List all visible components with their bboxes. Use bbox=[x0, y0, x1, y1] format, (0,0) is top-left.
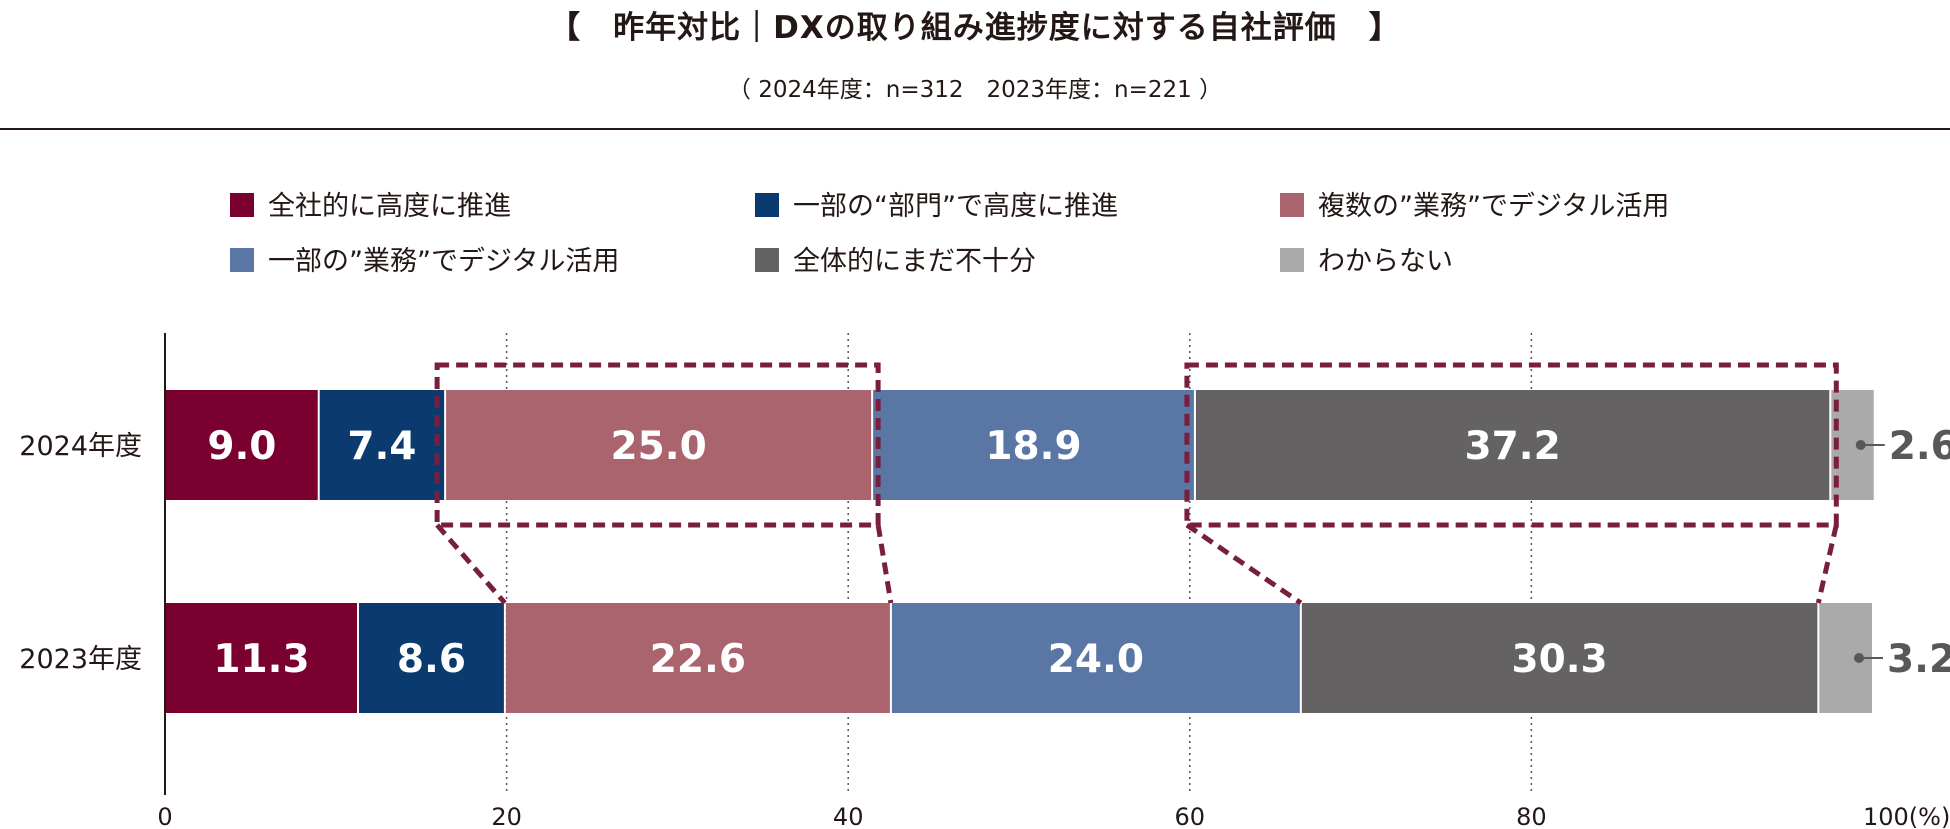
label-leader-dot bbox=[1855, 440, 1866, 450]
legend-swatch bbox=[230, 193, 254, 217]
legend-swatch bbox=[755, 248, 779, 272]
data-label: 2.6 bbox=[1889, 424, 1950, 469]
bar-segment bbox=[891, 603, 1300, 713]
bars: 9.0 7.4 25.0 18.9 37.2 2.6 2024年度 11.3 8.6 22.6 24… bbox=[19, 390, 1950, 713]
x-tick-label: 0 bbox=[157, 803, 172, 829]
legend-label: わからない bbox=[1318, 246, 1453, 277]
legend-label: 一部の”業務”でデジタル活用 bbox=[268, 246, 619, 277]
row-label: 2023年度 bbox=[19, 644, 142, 675]
highlight-frames bbox=[434, 362, 1839, 606]
x-tick-label: 60 bbox=[1175, 803, 1206, 829]
legend-swatch bbox=[755, 193, 779, 217]
legend-swatch bbox=[1280, 248, 1304, 272]
data-label: 37.2 bbox=[1464, 424, 1560, 469]
label-leader-dot bbox=[1854, 653, 1864, 663]
legend-swatch bbox=[1280, 193, 1304, 217]
x-tick-label: 20 bbox=[491, 803, 522, 829]
bar-segment bbox=[359, 603, 504, 713]
data-label: 3.2 bbox=[1887, 637, 1950, 682]
data-label: 8.6 bbox=[397, 637, 466, 682]
highlight-frame bbox=[1184, 362, 1839, 528]
highlight-frame bbox=[434, 362, 881, 528]
legend-label: 全社的に高度に推進 bbox=[268, 191, 511, 222]
highlight-connector bbox=[875, 524, 894, 604]
bar-segment bbox=[319, 390, 445, 500]
title-divider bbox=[0, 128, 1950, 130]
bar-segment bbox=[446, 390, 872, 500]
data-label: 30.3 bbox=[1511, 637, 1607, 682]
x-tick-label: 40 bbox=[833, 803, 864, 829]
data-label: 25.0 bbox=[610, 424, 706, 469]
data-label: 7.4 bbox=[347, 424, 416, 469]
row-label: 2024年度 bbox=[19, 431, 142, 462]
bar-segment bbox=[165, 603, 358, 713]
legend-label: 一部の“部門”で高度に推進 bbox=[793, 191, 1118, 222]
legend: 全社的に高度に推進 一部の“部門”で高度に推進 複数の”業務”でデジタル活用一部の”… bbox=[230, 191, 1669, 277]
axes: 0 20 40 60 80 100(%) bbox=[157, 333, 1950, 829]
bar-segment bbox=[165, 390, 318, 500]
data-label: 11.3 bbox=[213, 637, 309, 682]
highlight-connector bbox=[1185, 522, 1303, 606]
gridlines bbox=[505, 333, 1533, 795]
bar-segment bbox=[505, 603, 890, 713]
data-label: 18.9 bbox=[985, 424, 1081, 469]
highlight-connector bbox=[435, 523, 507, 605]
bar-segment bbox=[873, 390, 1194, 500]
legend-label: 複数の”業務”でデジタル活用 bbox=[1318, 191, 1669, 222]
bar-segment bbox=[1195, 390, 1830, 500]
bar-segment bbox=[1301, 603, 1818, 713]
x-tick-label: 80 bbox=[1516, 803, 1547, 829]
x-tick-label: 100(%) bbox=[1863, 803, 1950, 829]
data-label: 9.0 bbox=[207, 424, 276, 469]
legend-swatch bbox=[230, 248, 254, 272]
chart-title: 【 昨年対比｜DXの取り組み進捗度に対する自社評価 】 bbox=[549, 10, 1401, 46]
data-label: 22.6 bbox=[650, 637, 746, 682]
legend-label: 全体的にまだ不十分 bbox=[793, 246, 1036, 277]
chart-subtitle: （ 2024年度：n=312 2023年度：n=221 ） bbox=[727, 77, 1223, 103]
data-label: 24.0 bbox=[1048, 637, 1144, 682]
highlight-connector bbox=[1815, 524, 1839, 604]
